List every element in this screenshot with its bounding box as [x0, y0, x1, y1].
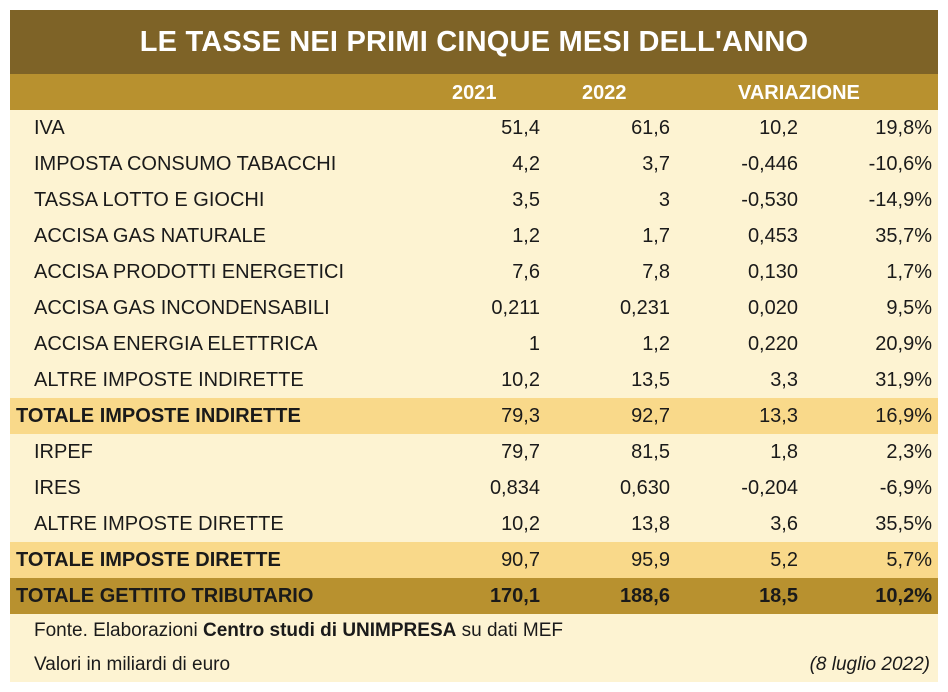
row-label: ACCISA ENERGIA ELETTRICA [34, 333, 318, 355]
subtotal-row-indirect-taxes: TOTALE IMPOSTE INDIRETTE 79,3 92,7 13,3 … [10, 398, 938, 434]
value-pct: 9,5% [886, 297, 932, 319]
row-label: IRES [34, 477, 81, 499]
source-org: Centro studi di UNIMPRESA [203, 620, 457, 641]
value-diff: -0,530 [741, 189, 798, 211]
table-row: IMPOSTA CONSUMO TABACCHI 4,2 3,7 -0,446 … [10, 146, 938, 182]
value-pct: 35,7% [875, 225, 932, 247]
table-row: IRES 0,834 0,630 -0,204 -6,9% [10, 470, 938, 506]
value-diff: 3,3 [770, 369, 798, 391]
row-label: IMPOSTA CONSUMO TABACCHI [34, 153, 337, 175]
value-2022: 13,8 [631, 513, 670, 535]
value-pct: 35,5% [875, 513, 932, 535]
value-pct: -14,9% [868, 189, 932, 211]
source-note: Fonte. Elaborazioni Centro studi di UNIM… [10, 614, 938, 648]
value-diff: 0,020 [747, 297, 798, 319]
grand-total-row: TOTALE GETTITO TRIBUTARIO 170,1 188,6 18… [10, 578, 938, 614]
table-row: ACCISA GAS NATURALE 1,2 1,7 0,453 35,7% [10, 218, 938, 254]
value-pct: 2,3% [886, 441, 932, 463]
value-2021: 0,211 [491, 297, 540, 319]
column-header-row: 2021 2022 VARIAZIONE [10, 74, 938, 110]
row-label: TOTALE GETTITO TRIBUTARIO [16, 585, 314, 607]
units-text: Valori in miliardi di euro [34, 654, 231, 675]
row-label: ALTRE IMPOSTE DIRETTE [34, 513, 284, 535]
value-diff: 5,2 [770, 549, 798, 571]
value-diff: -0,204 [741, 477, 798, 499]
value-2021: 10,2 [501, 513, 540, 535]
value-diff: 3,6 [770, 513, 798, 535]
value-pct: 20,9% [875, 333, 932, 355]
source-text: Fonte. Elaborazioni Centro studi di UNIM… [34, 614, 563, 648]
column-header-variazione: VARIAZIONE [738, 82, 860, 104]
value-2021: 10,2 [501, 369, 540, 391]
value-pct: 31,9% [875, 369, 932, 391]
value-2021: 1 [528, 333, 540, 355]
value-2021: 79,3 [501, 405, 540, 427]
table-row: ALTRE IMPOSTE INDIRETTE 10,2 13,5 3,3 31… [10, 362, 938, 398]
row-label: TASSA LOTTO E GIOCHI [34, 189, 265, 211]
value-pct: 1,7% [886, 261, 932, 283]
subtotal-row-direct-taxes: TOTALE IMPOSTE DIRETTE 90,7 95,9 5,2 5,7… [10, 542, 938, 578]
value-2022: 0,630 [619, 477, 670, 499]
source-prefix: Fonte. Elaborazioni [34, 620, 203, 641]
value-diff: 0,453 [747, 225, 798, 247]
value-diff: -0,446 [741, 153, 798, 175]
value-pct: 16,9% [875, 405, 932, 427]
value-pct: 19,8% [875, 117, 932, 139]
table-row: ALTRE IMPOSTE DIRETTE 10,2 13,8 3,6 35,5… [10, 506, 938, 542]
value-diff: 0,220 [747, 333, 798, 355]
value-2021: 3,5 [512, 189, 540, 211]
table-title: LE TASSE NEI PRIMI CINQUE MESI DELL'ANNO [10, 10, 938, 74]
value-2022: 13,5 [631, 369, 670, 391]
value-pct: -6,9% [879, 477, 932, 499]
row-label: ACCISA GAS INCONDENSABILI [34, 297, 330, 319]
value-2022: 95,9 [631, 549, 670, 571]
value-2022: 3 [658, 189, 670, 211]
value-2022: 0,231 [619, 297, 670, 319]
value-2021: 170,1 [489, 585, 540, 607]
value-pct: 5,7% [886, 549, 932, 571]
row-label: TOTALE IMPOSTE INDIRETTE [16, 405, 301, 427]
value-2022: 1,2 [642, 333, 670, 355]
value-diff: 10,2 [759, 117, 798, 139]
tax-table-panel: LE TASSE NEI PRIMI CINQUE MESI DELL'ANNO… [10, 10, 938, 682]
value-2022: 188,6 [619, 585, 670, 607]
value-2022: 1,7 [642, 225, 670, 247]
table-row: ACCISA PRODOTTI ENERGETICI 7,6 7,8 0,130… [10, 254, 938, 290]
value-2021: 0,834 [489, 477, 540, 499]
table-row: ACCISA GAS INCONDENSABILI 0,211 0,231 0,… [10, 290, 938, 326]
row-label: ALTRE IMPOSTE INDIRETTE [34, 369, 304, 391]
row-label: IRPEF [34, 441, 93, 463]
publication-date: (8 luglio 2022) [809, 654, 930, 675]
value-2022: 7,8 [642, 261, 670, 283]
table-row: IRPEF 79,7 81,5 1,8 2,3% [10, 434, 938, 470]
value-diff: 0,130 [747, 261, 798, 283]
value-2021: 1,2 [512, 225, 540, 247]
row-label: ACCISA GAS NATURALE [34, 225, 266, 247]
column-header-2022: 2022 [582, 82, 627, 104]
value-pct: -10,6% [868, 153, 932, 175]
column-header-2021: 2021 [452, 82, 497, 104]
value-pct: 10,2% [875, 585, 932, 607]
row-label: ACCISA PRODOTTI ENERGETICI [34, 261, 345, 283]
value-2021: 7,6 [512, 261, 540, 283]
table-row: TASSA LOTTO E GIOCHI 3,5 3 -0,530 -14,9% [10, 182, 938, 218]
row-label: IVA [34, 117, 65, 139]
value-2021: 4,2 [512, 153, 540, 175]
value-2021: 79,7 [501, 441, 540, 463]
value-2022: 92,7 [631, 405, 670, 427]
value-2022: 81,5 [631, 441, 670, 463]
value-2021: 90,7 [501, 549, 540, 571]
value-2022: 61,6 [631, 117, 670, 139]
table-row: ACCISA ENERGIA ELETTRICA 1 1,2 0,220 20,… [10, 326, 938, 362]
row-label: TOTALE IMPOSTE DIRETTE [16, 549, 281, 571]
units-note: Valori in miliardi di euro (8 luglio 202… [10, 648, 938, 682]
value-diff: 1,8 [770, 441, 798, 463]
value-diff: 13,3 [759, 405, 798, 427]
value-2022: 3,7 [642, 153, 670, 175]
value-diff: 18,5 [759, 585, 798, 607]
source-suffix: su dati MEF [456, 620, 563, 641]
table-row: IVA 51,4 61,6 10,2 19,8% [10, 110, 938, 146]
value-2021: 51,4 [501, 117, 540, 139]
